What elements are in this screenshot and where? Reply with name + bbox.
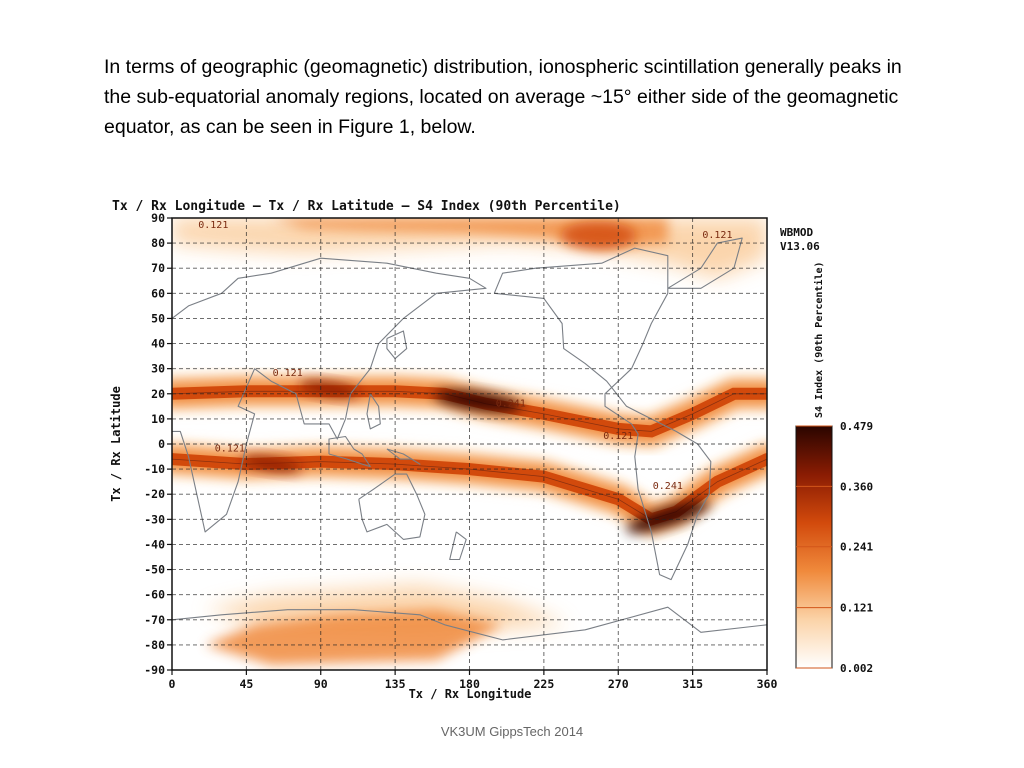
- x-axis-label: Tx / Rx Longitude: [409, 687, 532, 701]
- contour-label: 0.121: [215, 444, 245, 455]
- y-tick-label: 40: [151, 337, 165, 351]
- coastline-overlay: [172, 237, 767, 641]
- y-tick-label: 0: [158, 437, 165, 451]
- contour-label: 0.241: [653, 481, 683, 492]
- coastline-4: [366, 393, 381, 430]
- x-tick-label: 270: [608, 677, 629, 691]
- y-tick-label: -60: [144, 588, 165, 602]
- contour-label: 0.121: [273, 368, 303, 379]
- s4-map-chart: Tx / Rx Longitude – Tx / Rx Latitude – S…: [109, 199, 873, 701]
- arctic-hotspot: [560, 221, 637, 250]
- peak-2: [241, 455, 301, 473]
- y-tick-label: -10: [144, 462, 165, 476]
- colorbar-tick-label: 0.121: [840, 602, 873, 615]
- y-axis-label: Tx / Rx Latitude: [109, 386, 123, 502]
- coastline-8: [449, 531, 467, 561]
- y-axis-ticks: 90 80 70 60 50 40 30 20 10 0 -10 -20 -30 -40 -50 -60 -70…: [144, 211, 172, 677]
- intro-paragraph: In terms of geographic (geomagnetic) dis…: [104, 56, 902, 138]
- coastline-0: [172, 257, 487, 533]
- y-tick-label: 20: [151, 387, 165, 401]
- y-tick-label: 80: [151, 236, 165, 250]
- peak-3: [299, 380, 359, 397]
- y-tick-label: -70: [144, 613, 165, 627]
- peak-0: [434, 390, 522, 413]
- contour-label: 0.121: [702, 230, 732, 241]
- x-tick-label: 0: [169, 677, 176, 691]
- x-tick-label: 180: [459, 677, 480, 691]
- x-tick-label: 45: [239, 677, 253, 691]
- y-tick-label: 60: [151, 286, 165, 300]
- colorbar-tick-label: 0.479: [840, 420, 873, 433]
- y-tick-label: 50: [151, 311, 165, 325]
- x-axis-ticks: 0 45 90 135 180 225 270 315 360: [169, 670, 778, 691]
- x-tick-label: 225: [533, 677, 554, 691]
- contour-label: 0.121: [603, 431, 633, 442]
- chart-title: Tx / Rx Longitude – Tx / Rx Latitude – S…: [112, 199, 621, 214]
- crest-southern-contour: [172, 458, 767, 520]
- x-tick-label: 90: [314, 677, 328, 691]
- colorbar-ticks: 0.479 0.360 0.241 0.121 0.002: [796, 420, 873, 675]
- x-tick-label: 135: [385, 677, 406, 691]
- antarctic-core: [205, 609, 503, 665]
- peak-1: [625, 500, 710, 533]
- model-label-name: WBMOD: [780, 226, 813, 239]
- coastline-1: [358, 473, 426, 540]
- y-tick-label: -50: [144, 563, 165, 577]
- y-tick-label: 90: [151, 211, 165, 225]
- x-tick-label: 315: [682, 677, 703, 691]
- y-tick-label: -30: [144, 512, 165, 526]
- y-tick-label: -90: [144, 663, 165, 677]
- y-tick-label: -80: [144, 638, 165, 652]
- y-tick-label: 30: [151, 362, 165, 376]
- y-tick-label: -40: [144, 537, 165, 551]
- y-tick-label: -20: [144, 487, 165, 501]
- model-label-version: V13.06: [780, 240, 820, 253]
- y-tick-label: 10: [151, 412, 165, 426]
- y-tick-label: 70: [151, 261, 165, 275]
- x-tick-label: 360: [757, 677, 778, 691]
- slide-footer: VK3UM GippsTech 2014: [440, 724, 584, 739]
- contour-label: 0.241: [496, 398, 526, 409]
- colorbar-label: S4 Index (90th Percentile): [813, 261, 825, 418]
- colorbar-tick-label: 0.241: [840, 541, 873, 554]
- coastline-2: [493, 247, 712, 581]
- colorbar-tick-label: 0.360: [840, 480, 873, 493]
- coastline-5: [386, 330, 408, 360]
- colorbar: S4 Index (90th Percentile) 0.479 0.360 0.2…: [795, 261, 873, 675]
- coastline-7: [386, 448, 421, 465]
- contour-label: 0.121: [198, 220, 228, 231]
- contour-labels: 0.121 0.121 0.121 0.241 0.121 0.121 0.241: [198, 220, 732, 492]
- colorbar-tick-label: 0.002: [840, 662, 873, 675]
- coastline-9: [172, 606, 767, 641]
- coastline-6: [328, 435, 371, 468]
- s4-index-figure: Tx / Rx Longitude – Tx / Rx Latitude – S…: [100, 190, 900, 710]
